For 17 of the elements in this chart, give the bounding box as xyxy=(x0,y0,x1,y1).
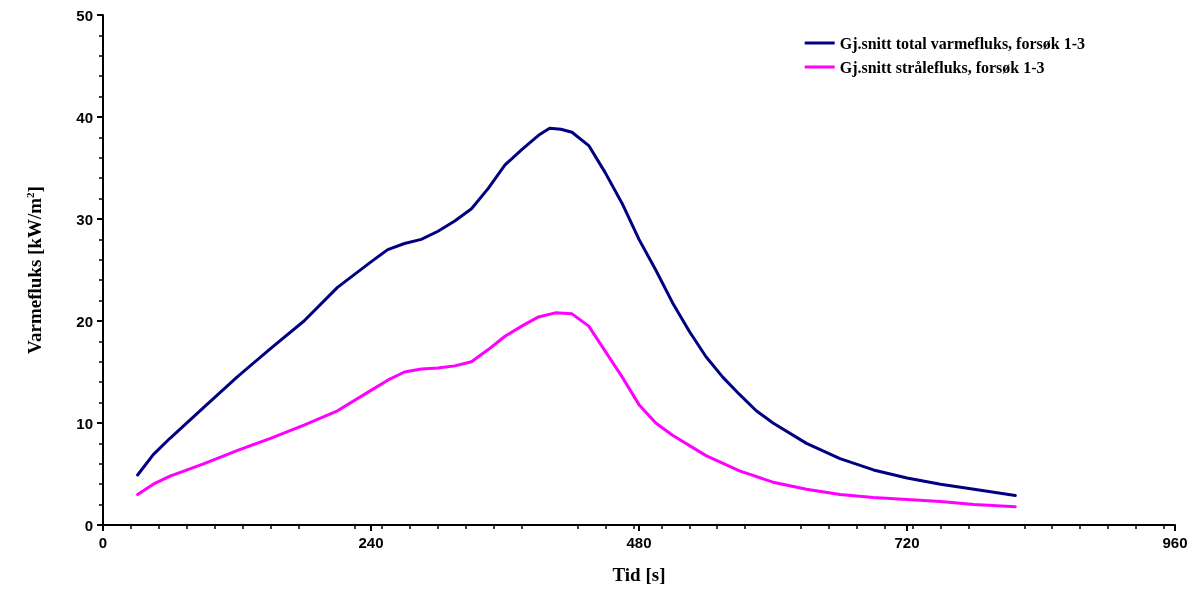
y-tick-label: 30 xyxy=(76,210,93,228)
y-tick-label: 40 xyxy=(76,108,93,126)
line-series xyxy=(136,311,1017,509)
x-tick-label: 720 xyxy=(894,534,920,551)
x-tick-label: 960 xyxy=(1162,534,1188,551)
y-tick-label: 0 xyxy=(84,516,93,534)
x-axis-title: Tid [s] xyxy=(612,564,666,585)
y-tick-label: 10 xyxy=(76,414,93,432)
x-tick-label: 240 xyxy=(358,534,384,551)
legend-label: Gj.snitt total varmefluks, forsøk 1-3 xyxy=(839,34,1085,53)
y-axis-title: Varmefluks [kW/m2] xyxy=(23,186,45,354)
x-tick-label: 480 xyxy=(626,534,652,551)
x-tick-label: 0 xyxy=(98,534,108,551)
y-tick-label: 20 xyxy=(76,312,93,330)
line-series xyxy=(136,126,1017,497)
legend-label: Gj.snitt strålefluks, forsøk 1-3 xyxy=(839,58,1045,77)
y-tick-label: 50 xyxy=(76,6,93,24)
